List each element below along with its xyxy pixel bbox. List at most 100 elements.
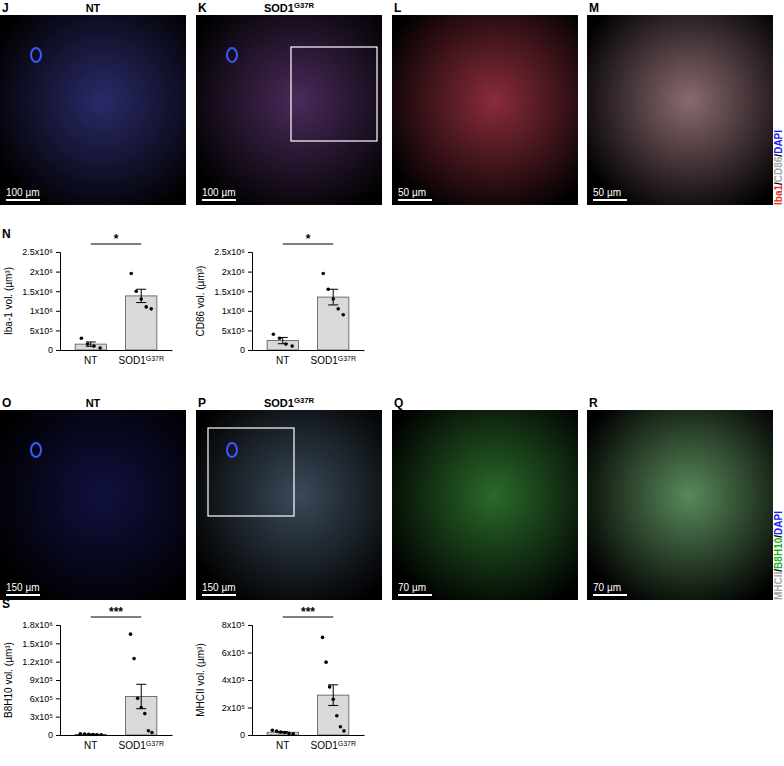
channel-name: B8H10 [773,537,784,569]
y-tick-label: 3x10⁵ [30,712,54,722]
y-tick: 1x10⁶ [222,306,252,316]
data-point [283,731,287,735]
data-point [339,725,343,729]
y-tick-label: 2x10⁵ [222,703,246,713]
marks [267,272,349,350]
channel-label: Iba1/CD86/DAPI [773,130,784,205]
data-point [129,632,133,636]
y-axis-line [248,626,253,736]
scale-bar-label: 150 µm [6,582,40,593]
panel-letter: P [198,396,206,410]
data-point [271,728,275,732]
x-tick-label: SOD1G37R [118,355,164,367]
x-tick: SOD1G37R [310,735,356,751]
data-point [134,289,138,293]
scale-bar [202,199,236,201]
scale-bar [202,594,236,596]
x-tick: NT [84,350,97,366]
marks [75,632,157,735]
error-bar-cap [328,705,338,706]
y-tick: 1x10⁶ [30,306,60,316]
x-tick-label: NT [276,740,289,751]
data-point [272,333,276,337]
y-tick: 2.5x10⁶ [214,247,252,257]
y-tick-mark [248,653,252,654]
panel-letter: O [2,396,11,410]
x-axis: NTSOD1G37R [61,735,173,751]
data-point [336,307,340,311]
y-tick: 0 [48,345,60,355]
y-tick-mark [248,708,252,709]
central-canal [227,443,237,457]
x-tick-label: SOD1G37R [310,740,356,752]
scale-bar [6,199,40,201]
y-tick: 1.5x10⁶ [22,639,60,649]
y-axis-line [248,253,253,351]
error-bar-stem [333,289,334,305]
data-point [99,733,103,735]
marks [267,636,349,735]
channel-name: Iba1 [773,185,784,205]
y-tick-label: 1x10⁶ [30,306,54,316]
channel-name: MHCII [773,571,784,600]
data-point [150,731,154,735]
data-point [279,730,283,734]
figure: JNT100 µmKSOD1G37R100 µmL50 µmM50 µmIba1… [0,0,784,766]
channel-name: DAPI [773,130,784,154]
y-tick-label: 0 [48,345,53,355]
panel-letter: S [2,597,10,611]
y-axis-line [56,253,61,351]
data-point [278,336,282,340]
error-bar [328,289,338,305]
scale-bar-label: 50 µm [593,187,621,198]
x-tick: SOD1G37R [310,350,356,366]
x-axis: NT SOD1G37R [253,735,365,751]
panel-letter: L [394,1,401,15]
y-tick-mark [248,272,252,273]
scale-bar-label: 150 µm [202,582,236,593]
panel-letter: K [198,1,207,15]
y-tick-label: 1.8x10⁶ [22,620,53,630]
y-tick: 3x10⁵ [30,712,60,722]
x-tick: SOD1G37R [118,350,164,366]
y-tick-mark [248,291,252,292]
data-point [342,729,346,733]
y-tick-label: 2x10⁶ [30,267,54,277]
y-tick-mark [56,291,60,292]
y-tick-mark [56,311,60,312]
data-point [341,313,345,317]
y-tick: 2x10⁶ [222,267,252,277]
scale-bar-label: 70 µm [593,582,621,593]
y-tick-mark [56,643,60,644]
x-axis: NTSOD1G37R [253,350,365,366]
data-point [321,272,325,276]
data-point [328,685,332,689]
panel-letter: Q [394,396,403,410]
error-bar-stem [282,337,283,343]
x-tick-label: NT [84,740,97,751]
micrograph [587,15,773,205]
data-point [129,272,133,276]
data-point [331,297,335,301]
y-tick-mark [248,311,252,312]
y-axis-line [56,626,61,736]
bar [126,296,157,350]
y-tick: 2x10⁵ [222,703,252,713]
data-point [331,697,335,701]
panel-title: NT [86,397,101,409]
y-axis-title: CD86 vol. (µm³) [195,266,206,337]
x-tick: NT [276,735,289,751]
data-point [149,307,153,311]
error-bar-stem [90,342,91,346]
data-point [136,697,140,701]
x-axis-line [253,350,365,351]
panel-letter: R [589,396,598,410]
x-tick-label: SOD1G37R [310,355,356,367]
panel-letter: M [589,1,599,15]
data-point [284,342,288,346]
data-point [91,733,95,735]
y-tick-mark [248,350,252,351]
data-point [326,287,330,291]
y-tick: 2x10⁶ [30,267,60,277]
y-tick-mark [56,330,60,331]
